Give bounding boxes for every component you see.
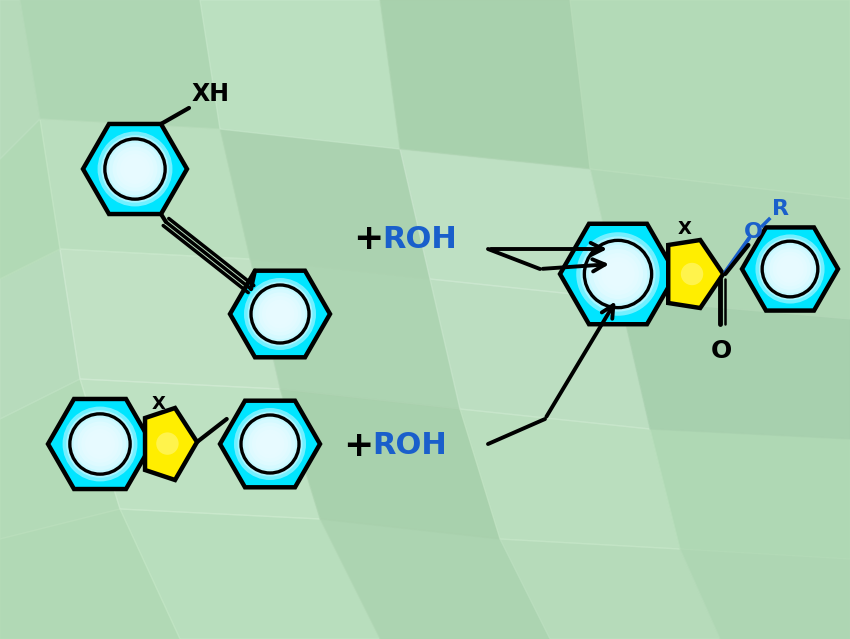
Polygon shape	[83, 124, 187, 214]
Polygon shape	[742, 227, 838, 311]
Circle shape	[776, 255, 804, 283]
Circle shape	[681, 263, 703, 285]
Circle shape	[238, 412, 303, 477]
Polygon shape	[220, 129, 430, 279]
Circle shape	[252, 285, 309, 343]
Text: R: R	[772, 199, 789, 219]
Circle shape	[248, 422, 292, 466]
Text: +: +	[353, 222, 383, 256]
Polygon shape	[200, 0, 400, 149]
Circle shape	[124, 158, 146, 180]
Polygon shape	[560, 224, 676, 324]
Circle shape	[234, 408, 306, 480]
Circle shape	[589, 245, 647, 304]
Circle shape	[66, 410, 133, 478]
Circle shape	[74, 418, 126, 470]
Polygon shape	[430, 279, 650, 429]
Polygon shape	[0, 119, 60, 279]
Polygon shape	[80, 379, 320, 519]
Circle shape	[241, 415, 299, 473]
Circle shape	[105, 139, 165, 199]
Polygon shape	[0, 379, 120, 539]
Circle shape	[116, 150, 154, 188]
Circle shape	[88, 433, 111, 455]
Polygon shape	[500, 539, 720, 639]
Polygon shape	[620, 299, 850, 439]
Circle shape	[85, 429, 115, 459]
Text: ROH: ROH	[372, 431, 447, 461]
Polygon shape	[590, 169, 850, 319]
Circle shape	[762, 242, 818, 296]
Polygon shape	[280, 389, 500, 539]
Circle shape	[255, 289, 305, 339]
Circle shape	[63, 406, 138, 481]
Circle shape	[82, 426, 119, 463]
Circle shape	[576, 232, 660, 316]
Polygon shape	[460, 409, 680, 549]
Text: +: +	[343, 429, 373, 463]
Polygon shape	[570, 0, 850, 199]
Polygon shape	[250, 259, 460, 409]
Polygon shape	[145, 408, 197, 480]
Text: O: O	[744, 222, 762, 242]
Circle shape	[244, 278, 316, 350]
Circle shape	[247, 282, 313, 346]
Circle shape	[597, 253, 639, 295]
Circle shape	[109, 142, 162, 195]
Text: X: X	[152, 395, 166, 413]
Text: ROH: ROH	[382, 224, 457, 254]
Circle shape	[98, 132, 173, 206]
Polygon shape	[680, 549, 850, 639]
Circle shape	[593, 249, 643, 299]
Circle shape	[585, 241, 651, 307]
Circle shape	[773, 252, 807, 286]
Circle shape	[259, 433, 280, 455]
Polygon shape	[650, 429, 850, 559]
Circle shape	[256, 429, 285, 458]
Polygon shape	[0, 0, 40, 159]
Circle shape	[77, 422, 122, 466]
Circle shape	[605, 261, 631, 286]
Polygon shape	[120, 509, 380, 639]
Circle shape	[262, 296, 298, 332]
Circle shape	[769, 249, 811, 289]
Circle shape	[252, 426, 288, 462]
Polygon shape	[0, 249, 80, 419]
Circle shape	[756, 235, 824, 304]
Circle shape	[581, 236, 655, 312]
Circle shape	[269, 303, 291, 325]
Circle shape	[70, 414, 130, 474]
Text: XH: XH	[192, 82, 230, 106]
Circle shape	[120, 154, 150, 184]
Circle shape	[779, 259, 801, 279]
Circle shape	[258, 293, 302, 335]
Polygon shape	[230, 271, 330, 357]
Polygon shape	[20, 0, 220, 129]
Circle shape	[112, 146, 157, 192]
Circle shape	[156, 433, 178, 455]
Circle shape	[245, 419, 295, 469]
Circle shape	[759, 238, 821, 300]
Text: X: X	[677, 220, 691, 238]
Text: O: O	[711, 339, 732, 363]
Polygon shape	[40, 119, 250, 259]
Circle shape	[101, 135, 168, 203]
Circle shape	[766, 245, 814, 293]
Polygon shape	[48, 399, 152, 489]
Polygon shape	[668, 240, 723, 308]
Polygon shape	[60, 249, 280, 389]
Polygon shape	[380, 0, 590, 169]
Polygon shape	[220, 401, 320, 488]
Polygon shape	[320, 519, 550, 639]
Polygon shape	[400, 149, 620, 299]
Circle shape	[601, 258, 635, 291]
Polygon shape	[0, 509, 180, 639]
Circle shape	[265, 300, 294, 328]
